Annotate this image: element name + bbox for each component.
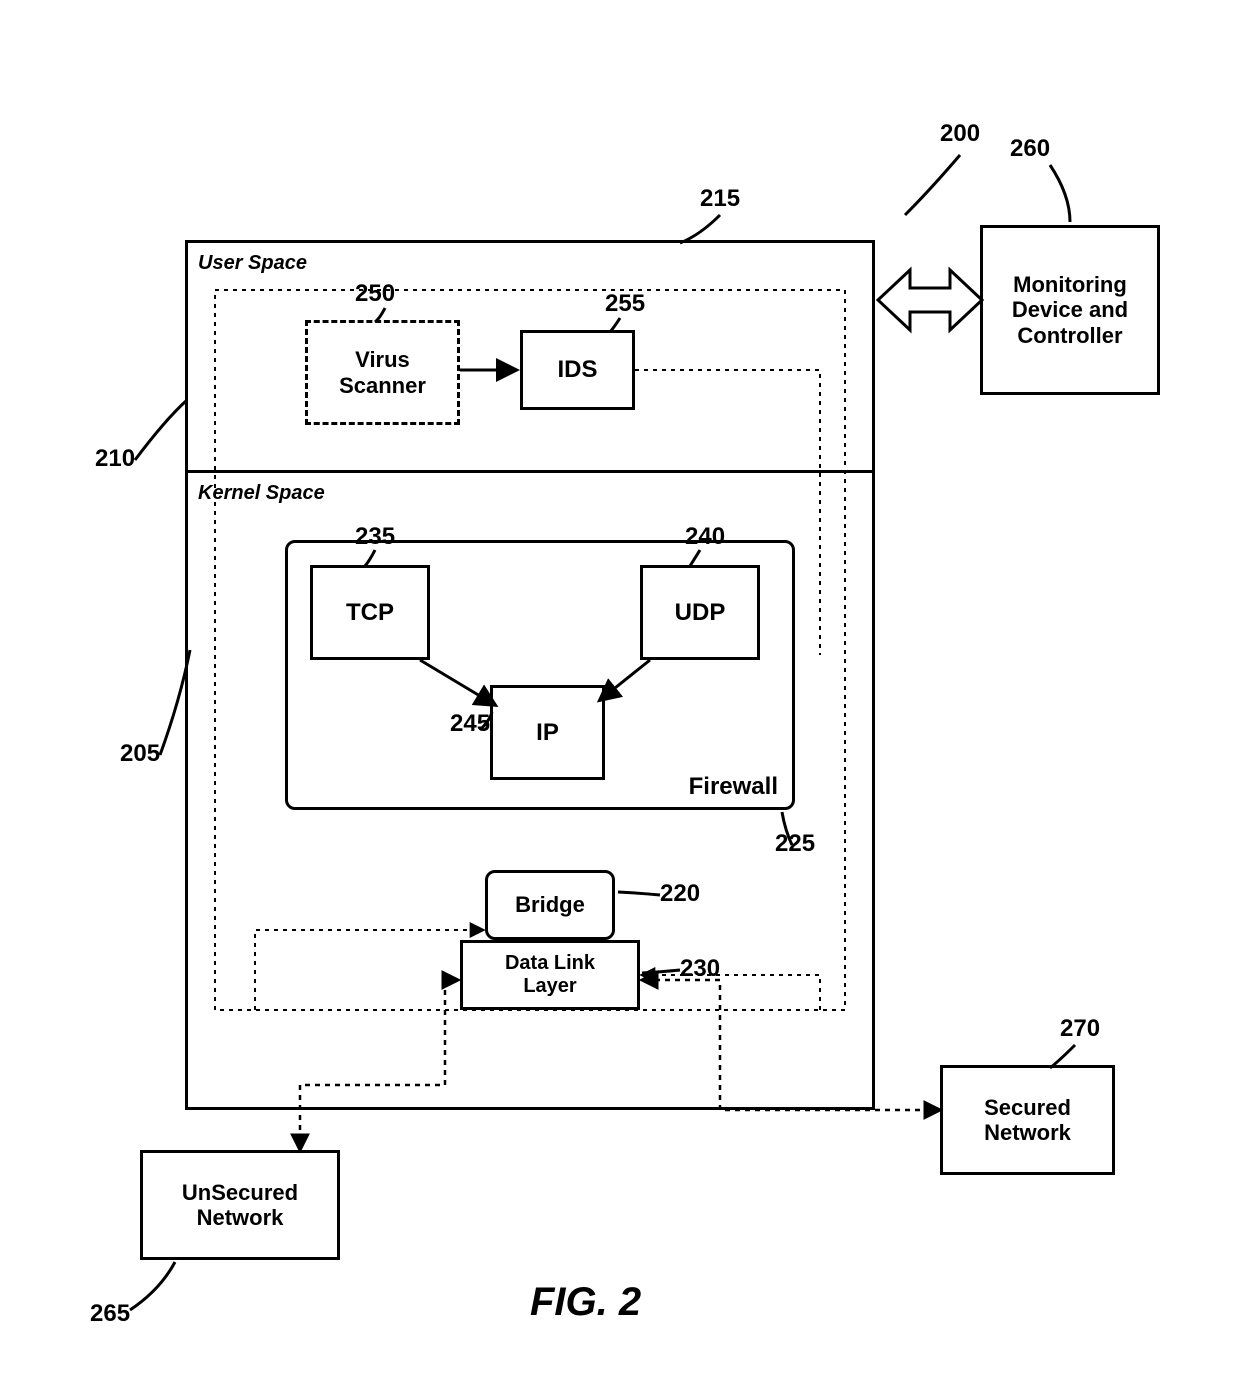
- ref-260: 260: [1010, 135, 1050, 163]
- ref-230: 230: [680, 955, 720, 983]
- ref-205: 205: [120, 740, 160, 768]
- user-space-label: User Space: [198, 252, 307, 275]
- ref-200: 200: [940, 120, 980, 148]
- virus-scanner-label: Virus Scanner: [339, 347, 426, 398]
- figure-caption: FIG. 2: [530, 1280, 641, 1325]
- block-double-arrow-icon: [878, 270, 982, 330]
- monitor-box: Monitoring Device and Controller: [980, 225, 1160, 395]
- unsecured-label: UnSecured Network: [182, 1180, 298, 1231]
- ref-240: 240: [685, 523, 725, 551]
- ref-210: 210: [95, 445, 135, 473]
- ref-220: 220: [660, 880, 700, 908]
- ref-225: 225: [775, 830, 815, 858]
- virus-scanner-box: Virus Scanner: [305, 320, 460, 425]
- firewall-label: Firewall: [689, 773, 778, 801]
- ref-215: 215: [700, 185, 740, 213]
- tcp-label: TCP: [346, 599, 394, 627]
- ref-245: 245: [450, 710, 490, 738]
- ref-250: 250: [355, 280, 395, 308]
- bridge-box: Bridge: [485, 870, 615, 940]
- ip-box: IP: [490, 685, 605, 780]
- udp-label: UDP: [675, 599, 726, 627]
- secured-label: Secured Network: [984, 1095, 1071, 1146]
- ref-235: 235: [355, 523, 395, 551]
- ref-265: 265: [90, 1300, 130, 1328]
- tcp-box: TCP: [310, 565, 430, 660]
- udp-box: UDP: [640, 565, 760, 660]
- bridge-label: Bridge: [515, 892, 585, 917]
- kernel-space-label: Kernel Space: [198, 482, 325, 505]
- ids-box: IDS: [520, 330, 635, 410]
- secured-box: Secured Network: [940, 1065, 1115, 1175]
- ref-255: 255: [605, 290, 645, 318]
- ref-270: 270: [1060, 1015, 1100, 1043]
- user-kernel-divider: [185, 470, 875, 473]
- datalink-box: Data Link Layer: [460, 940, 640, 1010]
- ip-label: IP: [536, 719, 559, 747]
- unsecured-box: UnSecured Network: [140, 1150, 340, 1260]
- monitor-label: Monitoring Device and Controller: [1012, 272, 1128, 348]
- ids-label: IDS: [557, 356, 597, 384]
- diagram-canvas: User Space Kernel Space Firewall TCP UDP…: [0, 0, 1240, 1385]
- datalink-label: Data Link Layer: [505, 952, 595, 998]
